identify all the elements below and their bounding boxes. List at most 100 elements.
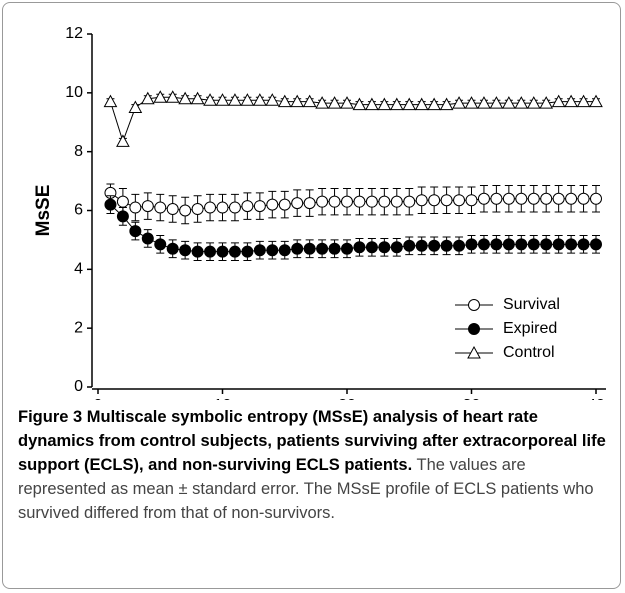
data-point bbox=[129, 225, 142, 238]
data-point bbox=[465, 238, 478, 251]
data-point bbox=[215, 93, 230, 106]
series-line bbox=[110, 204, 596, 253]
data-point bbox=[378, 241, 391, 254]
data-point bbox=[515, 238, 528, 251]
y-tick-label: 10 bbox=[65, 84, 83, 101]
data-point bbox=[352, 97, 367, 111]
data-point bbox=[265, 93, 280, 106]
chart: 024681012010203040ScaleMsSESurvivalExpir… bbox=[33, 25, 606, 400]
data-point bbox=[190, 91, 205, 105]
data-point bbox=[464, 96, 479, 109]
data-point bbox=[328, 242, 341, 255]
data-point bbox=[540, 192, 553, 205]
data-point bbox=[228, 245, 241, 258]
y-tick-label: 2 bbox=[74, 319, 83, 336]
caption-title: Figure 3 Multiscale symbolic entropy (MS… bbox=[18, 408, 606, 474]
data-point bbox=[116, 134, 130, 147]
data-point bbox=[490, 238, 503, 251]
legend-label: Control bbox=[503, 344, 555, 361]
data-point bbox=[204, 201, 217, 214]
legend-marker bbox=[467, 345, 481, 359]
data-point bbox=[353, 241, 366, 254]
data-point bbox=[253, 244, 266, 257]
data-point bbox=[266, 198, 279, 211]
data-point bbox=[216, 245, 229, 258]
data-point bbox=[179, 204, 192, 217]
data-point bbox=[290, 94, 305, 108]
data-point bbox=[140, 91, 155, 105]
y-tick-label: 6 bbox=[74, 202, 83, 219]
data-point bbox=[515, 192, 528, 205]
data-point bbox=[577, 238, 590, 251]
data-point bbox=[477, 238, 490, 251]
y-tick-label: 4 bbox=[74, 261, 83, 278]
data-point bbox=[141, 200, 154, 213]
data-point bbox=[453, 239, 466, 252]
data-point bbox=[166, 242, 179, 255]
data-point bbox=[341, 195, 353, 208]
data-point bbox=[316, 195, 329, 208]
data-point bbox=[552, 192, 565, 205]
data-point bbox=[428, 239, 441, 252]
data-point bbox=[502, 96, 516, 109]
data-point bbox=[179, 244, 192, 257]
data-point bbox=[266, 244, 279, 257]
data-point bbox=[403, 239, 416, 252]
data-point bbox=[216, 201, 229, 214]
data-point bbox=[403, 195, 416, 208]
data-point bbox=[316, 242, 329, 255]
data-point bbox=[278, 198, 291, 211]
data-point bbox=[203, 93, 217, 106]
data-point bbox=[353, 195, 366, 208]
data-point bbox=[414, 97, 429, 111]
data-point bbox=[128, 100, 143, 114]
data-point bbox=[576, 94, 591, 108]
series-line bbox=[109, 96, 596, 143]
data-point bbox=[241, 245, 254, 258]
data-point bbox=[564, 94, 578, 108]
data-point bbox=[589, 94, 603, 108]
data-point bbox=[278, 244, 291, 257]
x-tick-label: 10 bbox=[214, 397, 232, 400]
data-point bbox=[427, 97, 441, 111]
data-point bbox=[241, 200, 254, 213]
data-point bbox=[116, 210, 129, 223]
data-point bbox=[415, 194, 428, 207]
data-point bbox=[539, 96, 554, 109]
data-point bbox=[378, 195, 391, 208]
data-point bbox=[253, 93, 267, 106]
x-tick-label: 30 bbox=[463, 397, 481, 400]
x-tick-label: 0 bbox=[94, 397, 103, 400]
data-point bbox=[577, 192, 590, 205]
data-point bbox=[302, 94, 317, 108]
data-point bbox=[365, 241, 378, 254]
data-point bbox=[565, 192, 578, 205]
data-point bbox=[328, 195, 341, 208]
data-point bbox=[315, 96, 329, 109]
data-point bbox=[166, 203, 179, 216]
data-point bbox=[153, 90, 168, 103]
legend-label: Survival bbox=[503, 296, 560, 313]
data-point bbox=[327, 96, 342, 109]
data-point bbox=[527, 238, 540, 251]
data-point bbox=[104, 198, 117, 211]
data-point bbox=[178, 91, 192, 105]
data-point bbox=[453, 194, 466, 207]
data-point bbox=[465, 194, 478, 207]
caption: Figure 3 Multiscale symbolic entropy (MS… bbox=[18, 405, 614, 525]
y-tick-label: 12 bbox=[65, 25, 83, 42]
data-point bbox=[490, 192, 503, 205]
data-point bbox=[428, 194, 441, 207]
data-point bbox=[154, 238, 167, 251]
data-point bbox=[377, 97, 392, 111]
data-point bbox=[365, 97, 379, 111]
data-point bbox=[340, 96, 354, 109]
data-point bbox=[129, 201, 142, 214]
data-point bbox=[365, 195, 378, 208]
data-point bbox=[116, 195, 129, 208]
x-tick-label: 40 bbox=[587, 397, 605, 400]
legend-label: Expired bbox=[503, 320, 557, 337]
data-point bbox=[240, 93, 255, 106]
